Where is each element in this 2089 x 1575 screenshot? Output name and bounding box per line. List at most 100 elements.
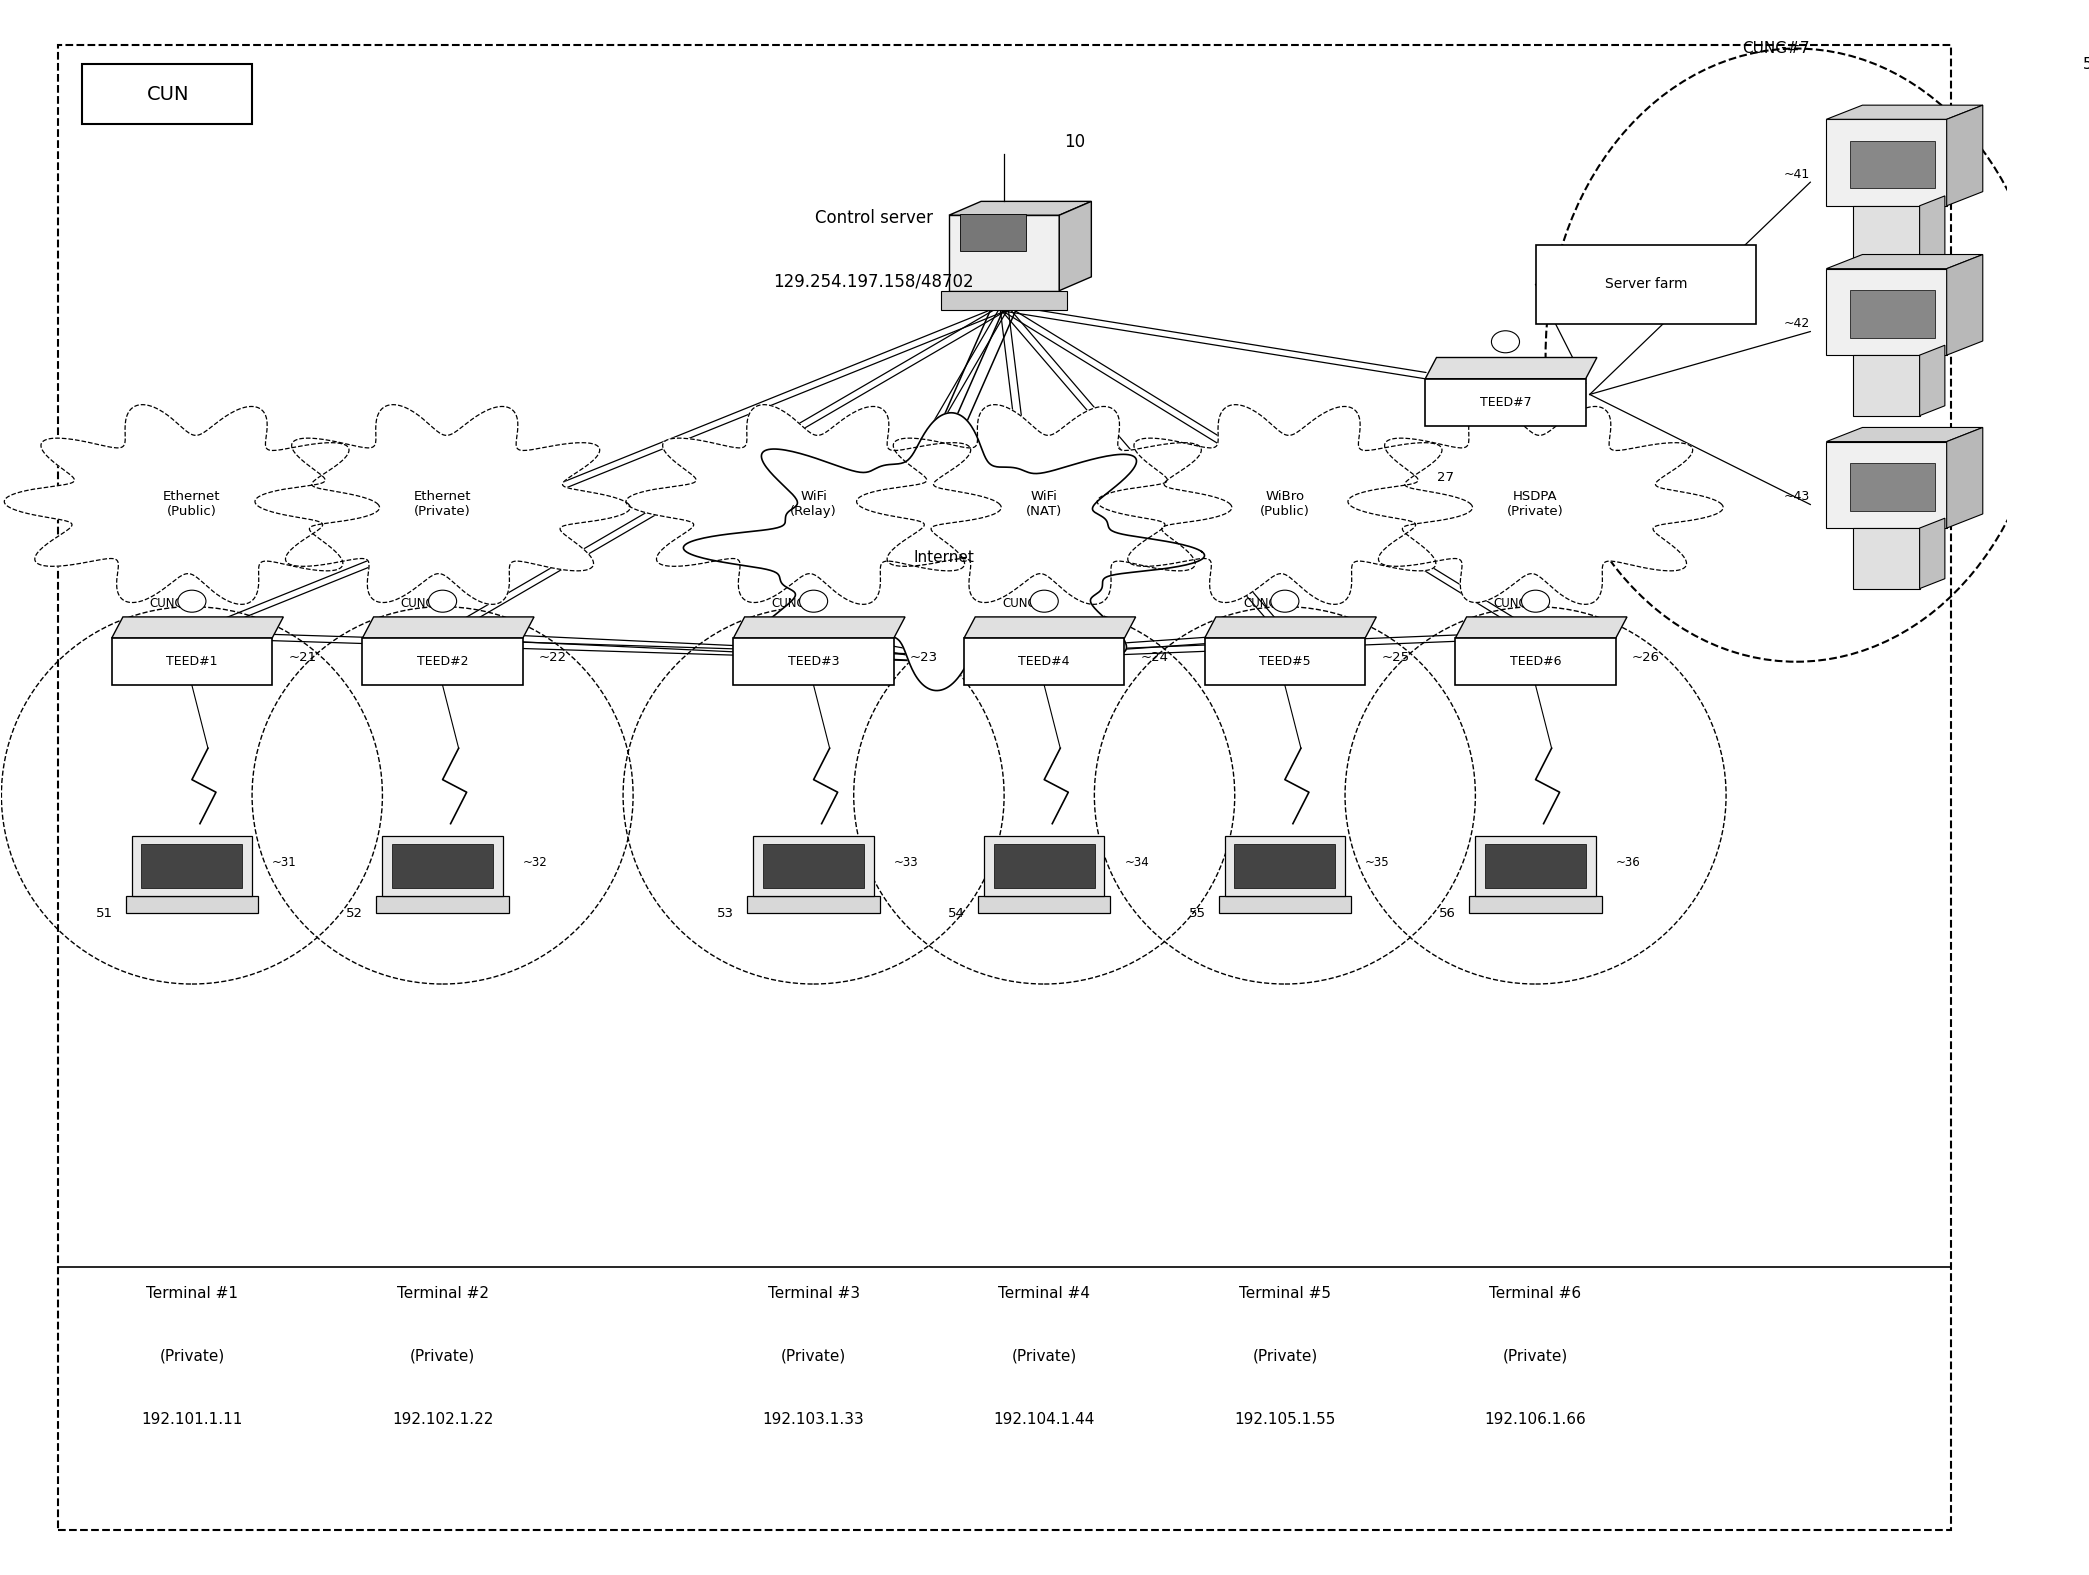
Text: WiBro
(Public): WiBro (Public) — [1260, 490, 1310, 518]
Polygon shape — [1920, 345, 1945, 416]
Text: ~36: ~36 — [1615, 857, 1640, 869]
Text: CUN: CUN — [146, 85, 190, 104]
Polygon shape — [1853, 354, 1920, 416]
Polygon shape — [948, 202, 1090, 216]
FancyBboxPatch shape — [1485, 844, 1586, 888]
Text: ~35: ~35 — [1364, 857, 1389, 869]
Text: Server farm: Server farm — [1604, 277, 1688, 291]
Text: Internet: Internet — [913, 550, 973, 564]
Polygon shape — [1826, 255, 1982, 269]
FancyBboxPatch shape — [978, 896, 1111, 912]
Polygon shape — [1205, 617, 1377, 638]
Polygon shape — [111, 617, 284, 638]
FancyBboxPatch shape — [994, 844, 1095, 888]
Polygon shape — [1920, 518, 1945, 589]
Text: ~21: ~21 — [288, 650, 315, 663]
Polygon shape — [856, 405, 1233, 605]
Text: TEED#2: TEED#2 — [418, 655, 468, 668]
Text: 192.102.1.22: 192.102.1.22 — [393, 1411, 493, 1427]
Polygon shape — [1947, 255, 1982, 354]
Text: 129.254.197.158/48702: 129.254.197.158/48702 — [773, 272, 973, 290]
FancyBboxPatch shape — [754, 836, 873, 896]
FancyBboxPatch shape — [382, 836, 503, 896]
FancyBboxPatch shape — [1205, 638, 1364, 685]
Text: Terminal #4: Terminal #4 — [999, 1285, 1090, 1301]
Polygon shape — [1456, 617, 1627, 638]
Polygon shape — [1947, 106, 1982, 206]
FancyBboxPatch shape — [984, 836, 1105, 896]
Text: ~25: ~25 — [1381, 650, 1410, 663]
Text: (Private): (Private) — [409, 1348, 474, 1364]
Polygon shape — [733, 617, 905, 638]
Polygon shape — [1826, 441, 1947, 528]
Polygon shape — [1425, 358, 1596, 378]
Circle shape — [1030, 591, 1059, 613]
Polygon shape — [1853, 206, 1920, 266]
Polygon shape — [4, 405, 380, 605]
FancyBboxPatch shape — [1235, 844, 1335, 888]
Text: CUNG#3: CUNG#3 — [771, 597, 823, 610]
Text: WiFi
(NAT): WiFi (NAT) — [1026, 490, 1063, 518]
Polygon shape — [948, 216, 1059, 291]
FancyBboxPatch shape — [361, 638, 522, 685]
Text: Ethernet
(Private): Ethernet (Private) — [414, 490, 472, 518]
FancyBboxPatch shape — [1475, 836, 1596, 896]
FancyBboxPatch shape — [1456, 638, 1615, 685]
FancyBboxPatch shape — [963, 638, 1124, 685]
Text: CUNG#1: CUNG#1 — [150, 597, 203, 610]
Polygon shape — [1826, 106, 1982, 120]
Text: Ethernet
(Public): Ethernet (Public) — [163, 490, 221, 518]
Text: 52: 52 — [347, 907, 363, 920]
FancyBboxPatch shape — [733, 638, 894, 685]
Text: CUNG#4: CUNG#4 — [1003, 597, 1055, 610]
Text: TEED#6: TEED#6 — [1510, 655, 1560, 668]
FancyBboxPatch shape — [111, 638, 272, 685]
Text: ~32: ~32 — [522, 857, 547, 869]
Polygon shape — [963, 617, 1136, 638]
Text: 192.105.1.55: 192.105.1.55 — [1235, 1411, 1335, 1427]
Polygon shape — [361, 617, 535, 638]
FancyBboxPatch shape — [132, 836, 253, 896]
Text: ~42: ~42 — [1784, 317, 1811, 331]
Polygon shape — [1097, 405, 1473, 605]
Text: CUNG#6: CUNG#6 — [1494, 597, 1546, 610]
Polygon shape — [1826, 120, 1947, 206]
FancyBboxPatch shape — [748, 896, 879, 912]
Polygon shape — [1853, 528, 1920, 589]
FancyBboxPatch shape — [1425, 378, 1586, 425]
Polygon shape — [1347, 405, 1723, 605]
Text: TEED#7: TEED#7 — [1479, 395, 1531, 410]
FancyBboxPatch shape — [1851, 463, 1934, 510]
Circle shape — [1270, 591, 1299, 613]
Text: 27: 27 — [1437, 471, 1454, 484]
Text: 54: 54 — [948, 907, 965, 920]
Polygon shape — [1947, 427, 1982, 528]
Circle shape — [178, 591, 207, 613]
Circle shape — [1521, 591, 1550, 613]
Text: (Private): (Private) — [1502, 1348, 1569, 1364]
FancyBboxPatch shape — [1851, 140, 1934, 189]
Text: 55: 55 — [1189, 907, 1205, 920]
Text: ~33: ~33 — [894, 857, 919, 869]
FancyBboxPatch shape — [1851, 290, 1934, 339]
FancyBboxPatch shape — [1469, 896, 1602, 912]
Text: (Private): (Private) — [1011, 1348, 1076, 1364]
FancyBboxPatch shape — [142, 844, 242, 888]
Text: (Private): (Private) — [781, 1348, 846, 1364]
Text: ~31: ~31 — [272, 857, 297, 869]
FancyBboxPatch shape — [940, 291, 1067, 310]
Text: 192.103.1.33: 192.103.1.33 — [762, 1411, 865, 1427]
Circle shape — [1492, 331, 1519, 353]
Polygon shape — [255, 405, 631, 605]
Text: 51: 51 — [96, 907, 113, 920]
Text: 56: 56 — [1439, 907, 1456, 920]
Text: ~23: ~23 — [911, 650, 938, 663]
Text: (Private): (Private) — [1251, 1348, 1318, 1364]
Text: TEED#4: TEED#4 — [1019, 655, 1070, 668]
Text: Control server: Control server — [815, 209, 934, 227]
FancyBboxPatch shape — [1535, 246, 1757, 324]
FancyBboxPatch shape — [393, 844, 493, 888]
Polygon shape — [627, 405, 1001, 605]
Text: Terminal #3: Terminal #3 — [767, 1285, 861, 1301]
Text: TEED#1: TEED#1 — [167, 655, 217, 668]
